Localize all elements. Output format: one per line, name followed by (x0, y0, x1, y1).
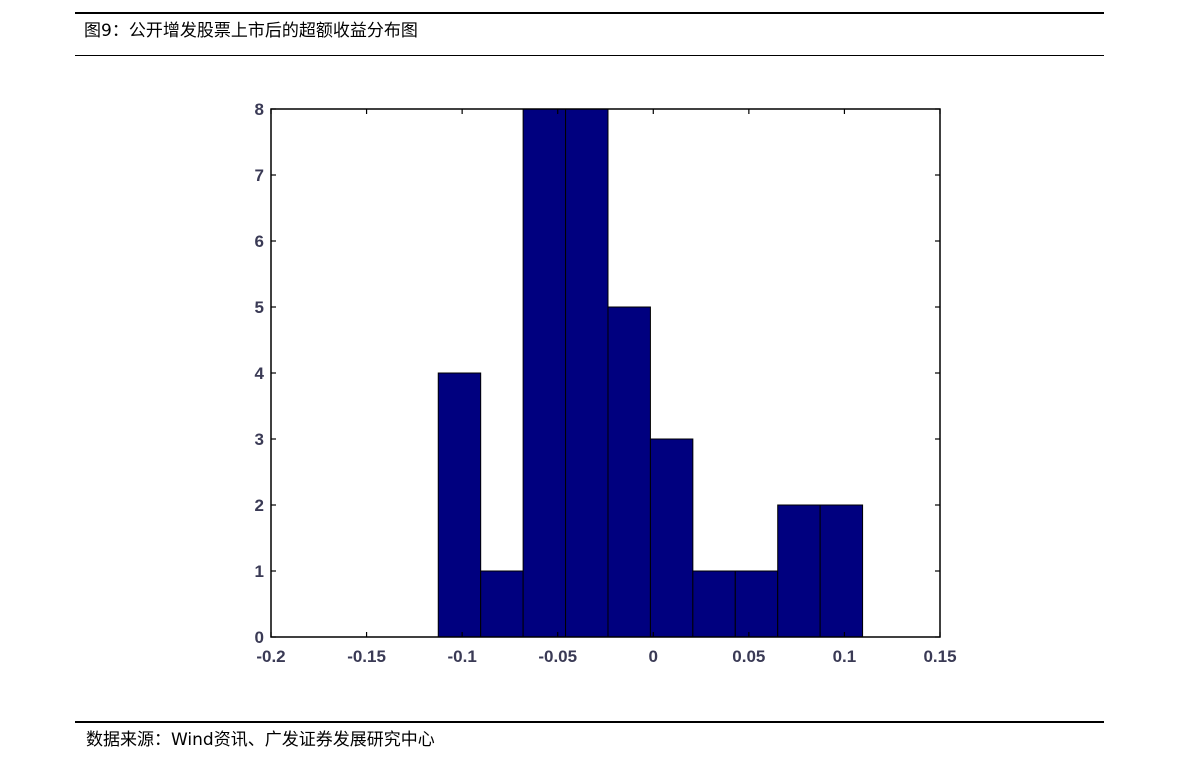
histogram-bar (777, 504, 821, 638)
histogram-bar (649, 438, 694, 638)
x-tick-label: -0.2 (256, 647, 285, 666)
top-rule (75, 12, 1104, 14)
histogram-bar (565, 108, 609, 638)
y-tick-label: 2 (255, 496, 264, 515)
x-tick-label: 0.05 (732, 647, 765, 666)
bars-group (437, 108, 864, 638)
y-tick-label: 7 (255, 166, 264, 185)
x-tick-label: -0.1 (447, 647, 476, 666)
ticks-group (270, 108, 941, 638)
y-tick-label: 1 (255, 562, 264, 581)
y-tick-label: 6 (255, 232, 264, 251)
caption-rule (75, 55, 1104, 56)
y-tick-label: 3 (255, 430, 264, 449)
y-tick-label: 0 (255, 628, 264, 647)
x-tick-label: -0.15 (347, 647, 386, 666)
histogram-bar (692, 570, 736, 638)
x-tick-label: 0 (649, 647, 658, 666)
histogram-bar (819, 504, 864, 638)
histogram-bar (734, 570, 779, 638)
y-tick-label: 4 (255, 364, 265, 383)
data-source: 数据来源：Wind资讯、广发证券发展研究中心 (86, 730, 435, 750)
histogram-bar (437, 372, 482, 638)
tick-labels-group: -0.2 -0.15 -0.1 -0.05 0 0.05 0.1 0.15 0 1 2 3 4 5 6 7 8 (255, 100, 957, 666)
histogram-bar (522, 108, 567, 638)
x-tick-label: -0.05 (538, 647, 577, 666)
y-tick-label: 5 (255, 298, 264, 317)
source-rule (75, 721, 1104, 723)
histogram-bar (607, 306, 651, 638)
y-tick-label: 8 (255, 100, 264, 119)
histogram-bar (480, 570, 524, 638)
x-tick-label: 0.1 (833, 647, 857, 666)
figure-caption: 图9：公开增发股票上市后的超额收益分布图 (84, 21, 418, 41)
x-tick-label: 0.15 (923, 647, 956, 666)
